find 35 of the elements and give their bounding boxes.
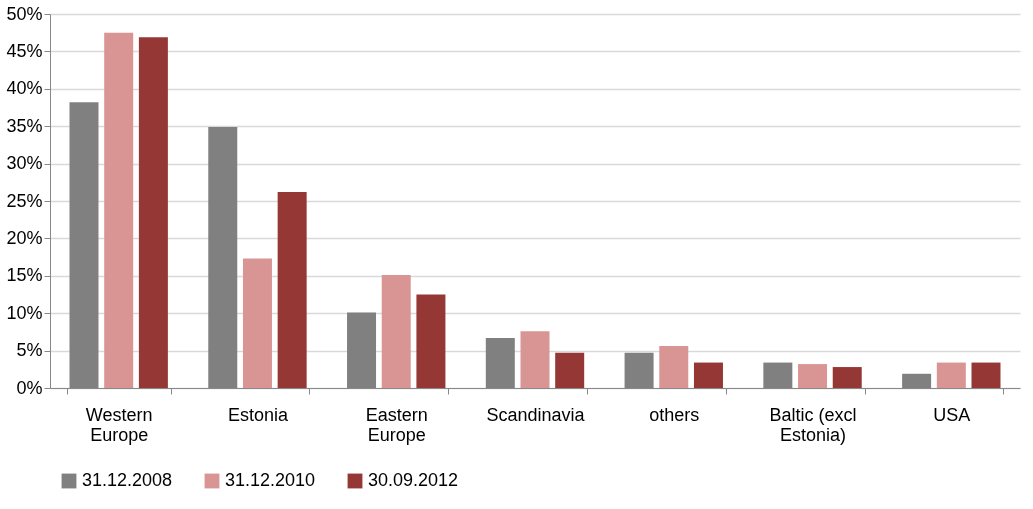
legend-label: 31.12.2008 <box>82 470 173 490</box>
legend-label: 31.12.2010 <box>225 470 316 490</box>
bar <box>693 362 723 388</box>
bar <box>242 258 272 388</box>
y-tick-label: 0% <box>16 377 43 398</box>
x-tick-label: Baltic (excl Estonia) <box>769 404 857 445</box>
bar <box>659 346 689 388</box>
y-tick-label: 10% <box>6 302 43 323</box>
x-tick-label: Western Europe <box>85 404 153 445</box>
y-tick-label: 5% <box>16 340 43 361</box>
bar <box>104 32 134 388</box>
bar <box>798 364 828 388</box>
x-tick-label: Eastern Europe <box>365 404 428 445</box>
y-tick-label: 20% <box>6 227 43 248</box>
legend-label: 30.09.2012 <box>368 470 459 490</box>
x-tick-label: Scandinavia <box>486 404 586 425</box>
y-tick-label: 15% <box>6 265 43 286</box>
bar <box>416 294 446 388</box>
bar <box>555 352 585 388</box>
x-tick-label: Estonia <box>227 404 289 425</box>
bar <box>277 192 307 388</box>
bar <box>936 362 966 388</box>
x-tick-label: USA <box>933 404 971 425</box>
y-tick-label: 50% <box>6 3 43 24</box>
y-tick-label: 35% <box>6 115 43 136</box>
y-tick-label: 40% <box>6 78 43 99</box>
x-tick-label: others <box>649 404 700 425</box>
bar <box>832 367 862 388</box>
y-tick-label: 45% <box>6 40 43 61</box>
y-tick-label: 25% <box>6 190 43 211</box>
bar <box>138 37 168 388</box>
bar <box>381 275 411 388</box>
bar <box>520 331 550 388</box>
bar <box>971 362 1001 388</box>
y-tick-label: 30% <box>6 153 43 174</box>
